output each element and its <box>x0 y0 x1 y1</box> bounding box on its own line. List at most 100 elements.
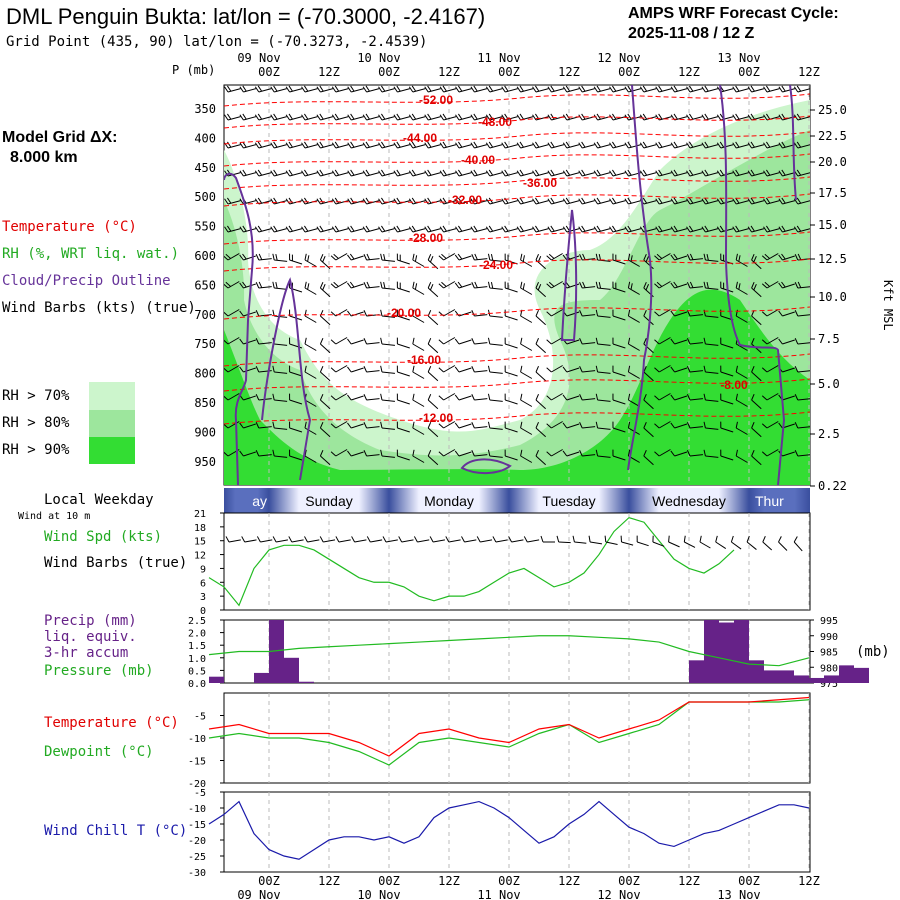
barb-shaft <box>505 455 518 461</box>
barb-shaft <box>782 283 795 289</box>
barb-flag <box>688 169 694 176</box>
pressure-tick-label: 400 <box>194 131 216 145</box>
barb-shaft <box>427 371 439 382</box>
barb-flag <box>781 197 786 204</box>
barb-flag <box>639 142 645 149</box>
barb-flag <box>438 255 444 261</box>
barb-shaft <box>489 259 503 262</box>
barb-flag <box>565 141 571 148</box>
barb-flag <box>504 85 509 92</box>
barb-flag <box>288 169 293 176</box>
barb-flag <box>412 365 415 373</box>
isotherm-line <box>224 176 810 190</box>
barb-flag <box>720 393 722 401</box>
barb-flag <box>427 169 432 176</box>
barb-flag <box>347 170 352 177</box>
barb-flag <box>793 142 799 149</box>
wind-barb <box>316 225 334 233</box>
barb-shaft <box>658 365 671 373</box>
barb-flag <box>226 113 232 120</box>
barb-flag <box>301 86 306 93</box>
wind-barb <box>424 225 441 233</box>
barb-flag <box>582 253 586 260</box>
wind-barb <box>255 253 272 261</box>
wind-barb <box>224 421 240 429</box>
barb-shaft <box>535 399 546 410</box>
barb-shaft <box>260 539 273 543</box>
barb-shaft <box>443 281 456 289</box>
barb-shaft <box>766 172 780 177</box>
rh90-area <box>224 289 810 485</box>
surface-wind-barb <box>668 535 680 548</box>
wind-barb <box>347 253 364 261</box>
barb-flag <box>347 86 352 93</box>
barb-flag <box>546 395 552 401</box>
barb-shaft <box>505 287 518 293</box>
barb-flag <box>639 86 645 93</box>
barb-shaft <box>535 88 549 93</box>
barb-shaft <box>227 393 240 401</box>
wind-barb <box>761 253 779 261</box>
wind-barb <box>595 365 611 374</box>
barb-flag <box>747 226 753 233</box>
barb-flag <box>303 197 309 204</box>
barb-flag <box>704 197 709 204</box>
barb-flag <box>761 311 768 317</box>
precip-bar <box>689 660 704 683</box>
barb-flag <box>612 337 614 345</box>
barb-flag <box>765 225 771 232</box>
barb-flag <box>704 113 709 120</box>
wind-barb <box>654 449 671 457</box>
pressure-tick-label: 450 <box>194 161 216 175</box>
wind-barb <box>751 338 762 354</box>
barb-flag <box>255 254 260 261</box>
barb-flag <box>686 198 691 205</box>
barb-shaft <box>320 116 334 121</box>
barb-shaft <box>366 370 380 373</box>
wind-barb <box>612 281 626 293</box>
barb-flag <box>396 253 398 261</box>
barb-flag <box>654 339 660 345</box>
barb-shaft <box>289 259 303 265</box>
wind-barb <box>301 225 318 233</box>
barb-flag <box>272 281 275 289</box>
barb-shaft <box>474 454 488 457</box>
barb-shaft <box>381 287 395 290</box>
barb-flag <box>704 141 709 148</box>
barb-shaft <box>227 172 241 177</box>
barb-flag <box>581 197 586 204</box>
wind-barb <box>471 338 488 345</box>
wind-barb <box>427 450 439 466</box>
barb-shaft <box>705 259 719 262</box>
wind-barb <box>304 253 317 267</box>
barb-flag <box>380 253 383 261</box>
wind-barb <box>270 169 287 177</box>
barb-flag <box>642 85 648 92</box>
barb-flag <box>588 535 591 543</box>
barb-flag <box>335 536 340 543</box>
barb-flag <box>764 281 770 287</box>
barb-shaft <box>351 423 364 429</box>
wind-barb <box>438 393 456 401</box>
wind-barb <box>471 366 488 373</box>
wind-barb <box>579 338 596 345</box>
barb-flag <box>747 170 753 177</box>
barb-flag <box>365 141 370 148</box>
wind-barb <box>424 141 441 149</box>
barb-flag <box>366 253 371 260</box>
barb-shaft <box>274 343 288 346</box>
wind-barb <box>747 225 765 233</box>
wind-barb <box>655 197 672 205</box>
barb-flag <box>765 141 771 148</box>
barb-flag <box>656 253 663 259</box>
wind-barb <box>362 141 380 149</box>
top-hour-label: 12Z <box>438 65 460 79</box>
barb-shaft <box>227 253 240 261</box>
wind-barb <box>319 366 331 382</box>
barb-flag <box>396 225 401 232</box>
barb-flag <box>532 114 537 121</box>
cloud-outline-left <box>224 172 254 485</box>
barb-flag <box>288 85 293 92</box>
barb-flag <box>304 365 307 373</box>
